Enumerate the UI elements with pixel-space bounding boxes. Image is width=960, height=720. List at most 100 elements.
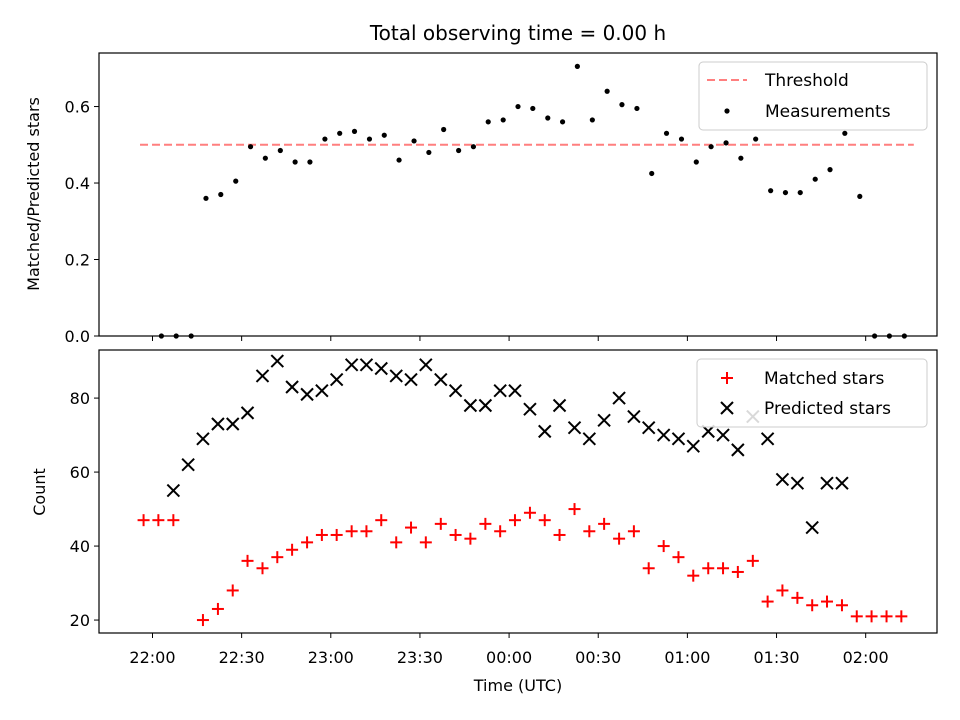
measurement-point bbox=[515, 103, 521, 110]
top-y-tick-label: 0.4 bbox=[65, 174, 90, 193]
matched-star-point bbox=[330, 528, 343, 541]
matched-star-point bbox=[835, 599, 848, 612]
legend-predicted-marker bbox=[720, 401, 734, 415]
bottom-y-tick-label: 40 bbox=[70, 537, 90, 556]
predicted-star-point bbox=[226, 417, 240, 431]
matched-star-point bbox=[538, 514, 551, 527]
measurement-point bbox=[842, 130, 848, 136]
bottom-x-tick-label: 01:00 bbox=[664, 648, 710, 667]
predicted-star-point bbox=[419, 358, 433, 372]
predicted-star-point bbox=[686, 439, 700, 453]
matched-star-point bbox=[776, 584, 789, 597]
predicted-star-point bbox=[597, 413, 611, 427]
matched-star-point bbox=[152, 514, 165, 527]
predicted-star-point bbox=[404, 372, 418, 387]
matched-star-point bbox=[598, 517, 611, 530]
measurement-point bbox=[708, 144, 714, 150]
predicted-star-point bbox=[329, 372, 344, 387]
bottom-x-tick-label: 00:30 bbox=[575, 648, 621, 667]
predicted-star-point bbox=[731, 443, 745, 457]
measurement-point bbox=[782, 189, 789, 196]
measurement-point bbox=[456, 147, 462, 154]
legend-predicted-label: Predicted stars bbox=[764, 399, 891, 419]
matched-star-point bbox=[196, 614, 209, 627]
legend-measurements-marker bbox=[724, 108, 730, 114]
predicted-star-point bbox=[300, 387, 314, 402]
matched-star-point bbox=[479, 517, 492, 530]
predicted-star-point bbox=[434, 372, 448, 387]
matched-star-point bbox=[642, 562, 655, 575]
predicted-star-point bbox=[508, 383, 522, 398]
top-y-ticks: 0.0 0.2 0.4 0.6 bbox=[65, 98, 99, 346]
measurement-point bbox=[574, 63, 580, 69]
matched-star-point bbox=[256, 562, 269, 575]
bottom-y-tick-label: 60 bbox=[70, 463, 90, 482]
bottom-x-tick-label: 22:30 bbox=[219, 648, 265, 667]
bottom-x-tick-label: 22:00 bbox=[129, 648, 175, 667]
measurement-point bbox=[322, 136, 328, 142]
matched-star-point bbox=[613, 532, 626, 545]
bottom-x-ticks: 22:00 22:30 23:00 23:30 00:00 00:30 01:00 01:30… bbox=[129, 633, 889, 667]
matched-star-point bbox=[226, 584, 239, 597]
matched-star-point bbox=[390, 536, 403, 549]
matched-star-point bbox=[494, 525, 507, 538]
measurement-point bbox=[366, 136, 373, 142]
matched-star-point bbox=[375, 514, 388, 527]
matched-star-point bbox=[301, 536, 314, 549]
matched-star-point bbox=[271, 551, 284, 564]
predicted-star-point bbox=[493, 383, 507, 398]
matched-star-point bbox=[702, 562, 715, 575]
measurement-point bbox=[470, 144, 477, 150]
predicted-star-point bbox=[552, 398, 567, 413]
predicted-star-point bbox=[627, 409, 641, 424]
matched-star-point bbox=[746, 554, 759, 567]
predicted-star-point bbox=[240, 406, 255, 420]
matched-star-point bbox=[895, 610, 908, 623]
predicted-star-point bbox=[448, 383, 463, 398]
bottom-x-axis-label: Time (UTC) bbox=[473, 676, 562, 695]
measurement-point bbox=[411, 138, 417, 144]
predicted-star-point bbox=[716, 428, 730, 442]
matched-star-point bbox=[315, 528, 328, 541]
measurement-point bbox=[485, 119, 491, 125]
matched-star-point bbox=[687, 569, 700, 582]
measurement-point bbox=[559, 119, 566, 125]
legend-matched-marker bbox=[721, 372, 733, 384]
predicted-star-point bbox=[641, 420, 656, 435]
measurement-point bbox=[634, 105, 640, 112]
measurement-point bbox=[233, 178, 239, 184]
predicted-star-point bbox=[374, 361, 388, 376]
top-legend: Threshold Measurements bbox=[698, 61, 928, 131]
predicted-star-point bbox=[790, 476, 805, 490]
matched-star-point bbox=[419, 536, 432, 549]
bottom-axes-frame bbox=[98, 349, 938, 634]
matched-star-point bbox=[360, 525, 373, 538]
predicted-star-point bbox=[582, 432, 597, 446]
predicted-star-point bbox=[820, 476, 834, 490]
matched-star-point bbox=[345, 525, 358, 538]
top-panel: 0.0 0.2 0.4 0.6 Matched/Predicted stars Thr… bbox=[24, 52, 938, 346]
matched-star-point bbox=[553, 528, 566, 541]
matched-star-point bbox=[137, 514, 150, 527]
legend-threshold-label: Threshold bbox=[764, 71, 849, 91]
predicted-star-point bbox=[315, 383, 329, 398]
matched-star-point bbox=[761, 595, 774, 608]
matched-star-point bbox=[820, 595, 833, 608]
measurement-point bbox=[351, 128, 358, 134]
predicted-star-point bbox=[166, 483, 181, 498]
matched-star-point bbox=[211, 602, 224, 615]
bottom-y-tick-label: 80 bbox=[70, 389, 90, 408]
matched-star-point bbox=[850, 610, 863, 623]
matched-star-point bbox=[865, 610, 878, 623]
top-y-axis-label: Matched/Predicted stars bbox=[24, 97, 43, 291]
matched-star-point bbox=[405, 521, 418, 534]
matched-star-point bbox=[568, 503, 581, 516]
matched-star-point bbox=[523, 506, 536, 519]
bottom-legend: Matched stars Predicted stars bbox=[696, 358, 928, 428]
predicted-star-point bbox=[389, 369, 403, 383]
predicted-star-point bbox=[359, 358, 374, 372]
predicted-star-point bbox=[656, 428, 671, 442]
matched-star-point bbox=[672, 551, 685, 564]
bottom-x-tick-label: 23:00 bbox=[308, 648, 354, 667]
measurement-point bbox=[426, 149, 432, 156]
